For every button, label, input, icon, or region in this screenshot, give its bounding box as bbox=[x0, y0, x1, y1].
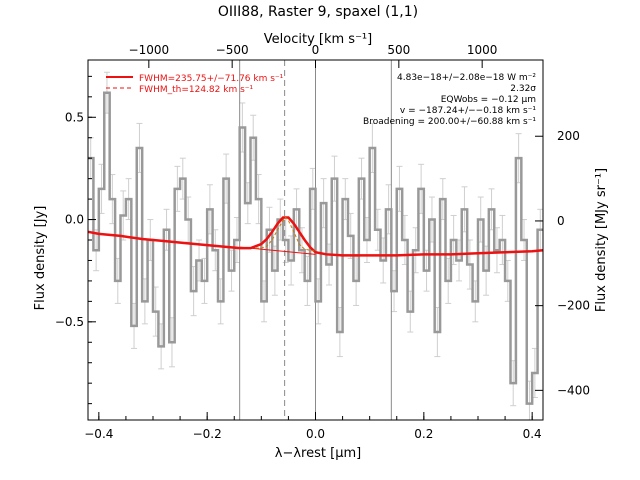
y-tick-label-0: 0.5 bbox=[65, 110, 84, 124]
spectrum-step-line bbox=[88, 91, 543, 405]
annotation-velocity: v = −187.24+/−−0.18 km s⁻¹ bbox=[400, 106, 536, 116]
x2-tick-label-3: 500 bbox=[387, 43, 410, 57]
legend: FWHM=235.75+/−71.76 km s⁻¹ FWHM_th=124.8… bbox=[106, 74, 284, 95]
axis-ticks: −0.4 −0.2 0.0 0.2 0.4 0.5 0.0 −0.5 200 0 −200 −400 −… bbox=[55, 43, 590, 441]
x2-tick-label-2: 0 bbox=[312, 43, 320, 57]
thermal-fit-line bbox=[255, 216, 316, 252]
y-axis-label: Flux density [Jy] bbox=[33, 206, 48, 311]
legend-label-fwhm-th: FWHM_th=124.82 km s⁻¹ bbox=[139, 85, 254, 95]
x-tick-label-0: −0.4 bbox=[84, 427, 113, 441]
y2-tick-label-0: 200 bbox=[557, 129, 580, 143]
y2-tick-label-3: −400 bbox=[557, 383, 590, 397]
chart-title: OIII88, Raster 9, spaxel (1,1) bbox=[218, 4, 418, 20]
x-axis-label: λ−λrest [µm] bbox=[275, 446, 361, 461]
annotation-broadening: Broadening = 200.00+/−60.88 km s⁻¹ bbox=[363, 117, 536, 127]
y2-axis-label: Flux density [MJy sr⁻¹] bbox=[594, 168, 609, 312]
x-tick-label-3: 0.2 bbox=[414, 427, 433, 441]
annotation-sigma: 2.32σ bbox=[510, 84, 536, 94]
annotation-flux: 4.83e−18+/−2.08e−18 W m⁻² bbox=[397, 73, 536, 83]
x-tick-label-2: 0.0 bbox=[306, 427, 325, 441]
baseline-line bbox=[239, 246, 316, 255]
x-tick-label-4: 0.4 bbox=[523, 427, 542, 441]
y-tick-label-1: 0.0 bbox=[65, 213, 84, 227]
x2-tick-label-4: 1000 bbox=[467, 43, 498, 57]
y2-tick-label-2: −200 bbox=[557, 299, 590, 313]
x2-tick-label-0: −1000 bbox=[129, 43, 170, 57]
y-tick-label-2: −0.5 bbox=[55, 315, 84, 329]
annotation-block: 4.83e−18+/−2.08e−18 W m⁻² 2.32σ EQWobs =… bbox=[363, 73, 536, 127]
top-axis-label: Velocity [km s⁻¹] bbox=[264, 32, 372, 47]
annotation-eqw: EQWobs = −0.12 µm bbox=[441, 95, 536, 105]
series-layer bbox=[87, 91, 544, 405]
y2-tick-label-1: 0 bbox=[557, 214, 565, 228]
fit-line bbox=[87, 216, 544, 257]
x2-tick-label-1: −500 bbox=[216, 43, 249, 57]
legend-label-fwhm: FWHM=235.75+/−71.76 km s⁻¹ bbox=[139, 74, 284, 84]
x-tick-label-1: −0.2 bbox=[193, 427, 222, 441]
